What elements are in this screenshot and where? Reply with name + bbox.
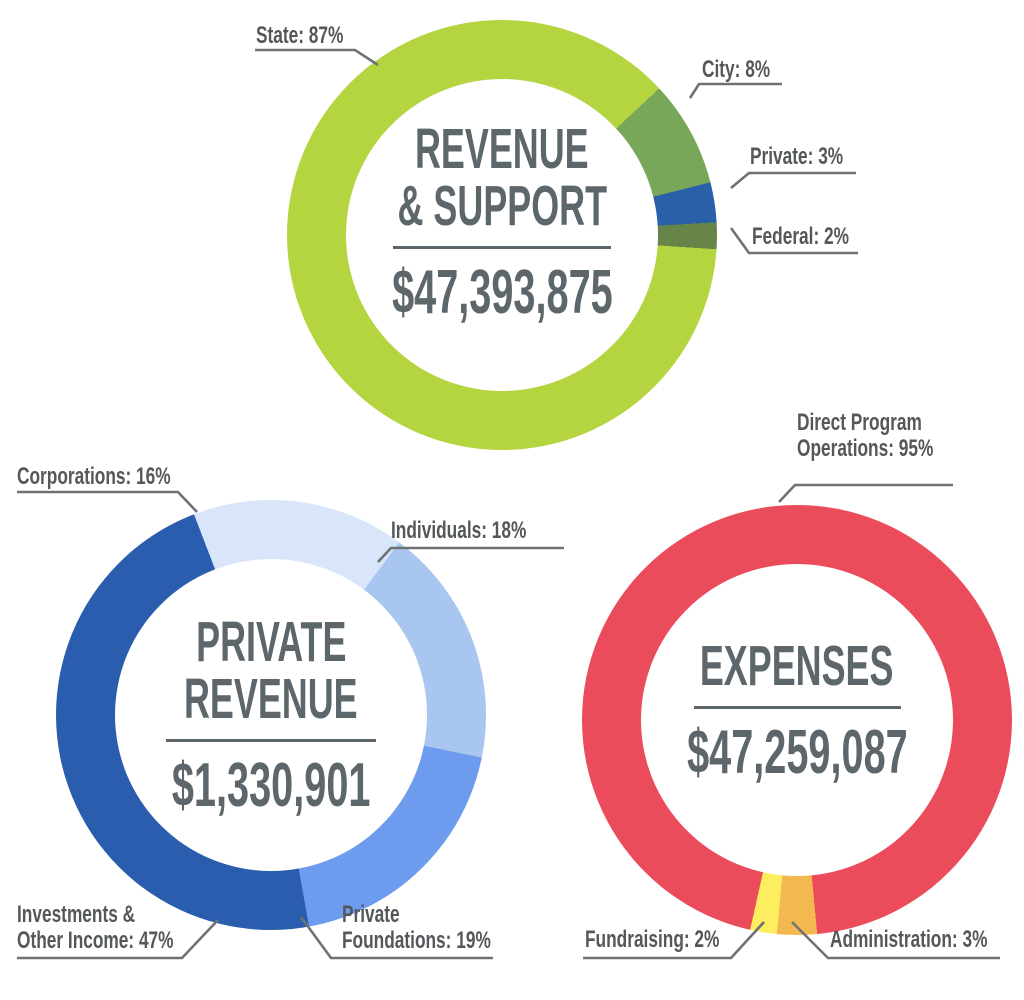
chart-total-amount: $1,330,901 — [171, 750, 371, 820]
callout-label-investments-line1: Investments & — [17, 901, 136, 928]
expenses-donut-chart: EXPENSES $47,259,087 — [582, 505, 1012, 935]
revenue-support-donut-chart: REVENUE & SUPPORT $47,393,875 — [287, 20, 717, 450]
callout-label-state: State: 87% — [256, 22, 344, 49]
title-divider — [166, 738, 376, 742]
callout-label-foundations-line1: Private — [342, 901, 400, 928]
chart-title-line: REVENUE — [184, 666, 358, 731]
chart-title-line: PRIVATE — [195, 609, 347, 674]
callout-label-federal: Federal: 2% — [752, 223, 849, 250]
expenses-center-text: EXPENSES $47,259,087 — [582, 496, 1012, 926]
leader-line-private — [730, 171, 856, 189]
callout-label-direct-program-line2: Operations: 95% — [797, 435, 934, 462]
title-divider — [693, 706, 901, 709]
chart-title-line: EXPENSES — [700, 634, 894, 698]
chart-total-amount: $47,393,875 — [391, 257, 613, 327]
chart-total-amount: $47,259,087 — [686, 718, 908, 787]
callout-label-corporations: Corporations: 16% — [17, 463, 171, 490]
revenue-support-center-text: REVENUE & SUPPORT $47,393,875 — [287, 7, 717, 437]
callout-label-administration: Administration: 3% — [830, 926, 988, 953]
callout-label-direct-program: Direct Program Operations: 95% — [797, 410, 933, 462]
callout-label-fundraising: Fundraising: 2% — [585, 926, 720, 953]
private-revenue-center-text: PRIVATE REVENUE $1,330,901 — [56, 500, 486, 930]
private-revenue-donut-chart: PRIVATE REVENUE $1,330,901 — [56, 500, 486, 930]
expenses-donut-hole — [641, 564, 953, 876]
callout-label-private: Private: 3% — [750, 143, 844, 170]
callout-label-investments-line2: Other Income: 47% — [17, 927, 174, 954]
callout-label-investments: Investments & Other Income: 47% — [17, 902, 174, 954]
revenue-support-donut-hole — [346, 79, 658, 391]
callout-label-direct-program-line1: Direct Program — [797, 409, 922, 436]
chart-title-line: REVENUE — [415, 116, 589, 181]
chart-title-line: & SUPPORT — [397, 173, 607, 238]
callout-label-city: City: 8% — [702, 56, 771, 83]
callout-label-foundations-line2: Foundations: 19% — [342, 927, 491, 954]
callout-label-individuals: Individuals: 18% — [391, 517, 527, 544]
callout-label-foundations: Private Foundations: 19% — [342, 902, 491, 954]
title-divider — [393, 245, 611, 249]
private-revenue-donut-hole — [115, 559, 427, 871]
